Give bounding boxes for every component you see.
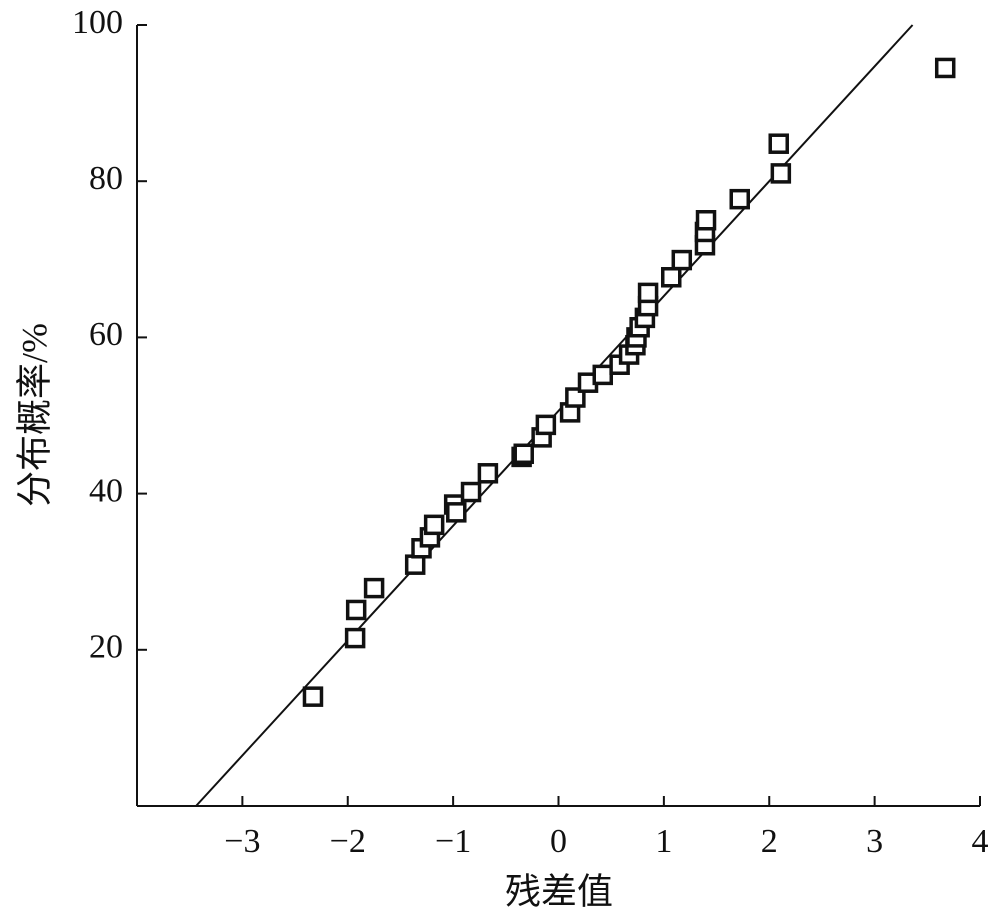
point [302,686,324,707]
x-tick-label: −1 [435,823,471,860]
point [363,577,385,599]
point [477,463,499,484]
x-tick-label: −2 [330,823,366,860]
x-tick-label: 0 [550,823,567,860]
point [661,267,682,288]
point [637,282,659,304]
y-tick-label: 80 [89,160,123,197]
x-axis-title: 残差值 [505,871,613,911]
point [695,210,717,231]
x-tick-label: 3 [866,823,883,860]
y-tick-label: 60 [89,316,123,353]
point [446,502,467,523]
point [770,163,792,184]
y-tick-label: 100 [72,4,123,41]
x-tick-label: 1 [655,823,672,860]
point [535,414,557,436]
y-axis-title: 分布概率/% [14,323,54,507]
point [344,627,366,649]
point [729,188,750,210]
point [934,57,956,79]
point [513,443,534,465]
y-tick-label: 40 [89,472,123,509]
point [592,364,614,386]
point [460,481,482,503]
x-tick-label: 4 [972,823,989,860]
x-tick-label: 2 [761,823,778,860]
point [404,554,426,575]
point [423,514,445,536]
point [345,599,367,621]
x-tick-label: −3 [224,823,260,860]
point [565,387,586,408]
y-tick-label: 20 [89,629,123,666]
point [768,133,789,154]
point [671,249,693,271]
